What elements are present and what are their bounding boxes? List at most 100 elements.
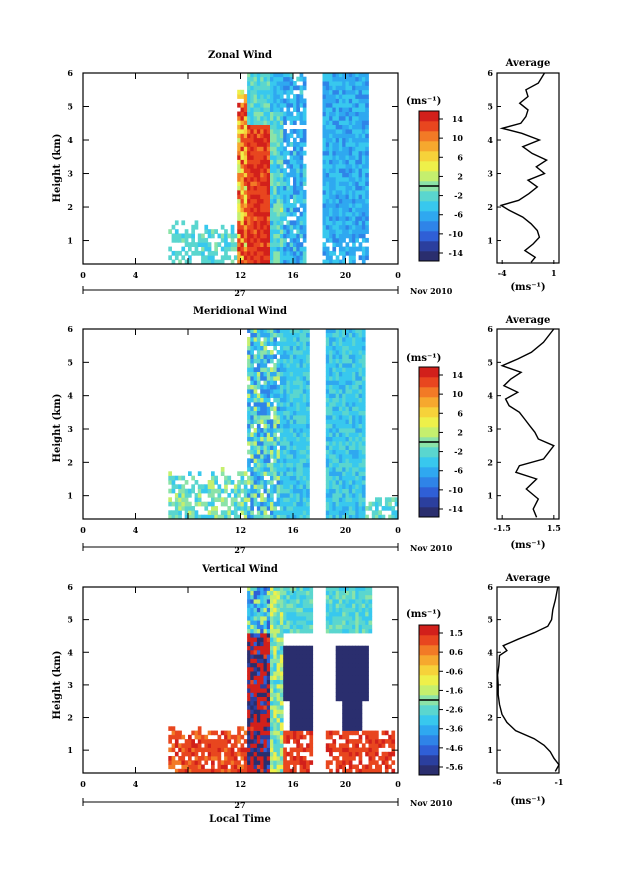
heatmap-cell — [276, 137, 281, 143]
heatmap-cell — [256, 658, 261, 664]
heatmap-cell — [247, 628, 251, 634]
heatmap-cell — [263, 255, 268, 261]
heatmap-cell — [345, 363, 350, 368]
heatmap-cell — [368, 501, 373, 507]
heatmap-cell — [227, 730, 232, 736]
heatmap-cell — [332, 341, 337, 346]
heatmap-cell — [237, 189, 241, 195]
heatmap-cell — [270, 497, 274, 502]
heatmap-cell — [355, 730, 359, 736]
heatmap-cell — [250, 671, 254, 676]
heatmap-cell — [276, 480, 281, 485]
heatmap-cell — [266, 341, 271, 346]
heatmap-cell — [332, 406, 337, 411]
heatmap-cell — [253, 713, 258, 719]
heatmap-cell — [276, 393, 281, 398]
heatmap-cell — [322, 246, 327, 252]
heatmap-cell — [306, 654, 310, 659]
heatmap-cell — [345, 380, 350, 385]
heatmap-cell — [260, 124, 264, 130]
heatmap-cell — [345, 432, 350, 437]
heatmap-cell — [240, 94, 245, 99]
heatmap-cell — [270, 337, 274, 342]
heatmap-cell — [352, 198, 356, 204]
heatmap-cell — [276, 641, 281, 647]
heatmap-cell — [358, 98, 363, 104]
heatmap-cell — [358, 734, 363, 740]
heatmap-cell — [283, 115, 287, 121]
heatmap-cell — [293, 380, 297, 385]
heatmap-cell — [250, 590, 254, 596]
heatmap-cell — [361, 484, 366, 489]
heatmap-cell — [279, 658, 284, 664]
heatmap-cell — [345, 142, 350, 147]
heatmap-cell — [348, 760, 353, 765]
heatmap-cell — [260, 650, 264, 655]
heatmap-cell — [247, 163, 251, 169]
heatmap-cell — [358, 679, 363, 685]
heatmap-cell — [250, 700, 254, 706]
heatmap-cell — [276, 384, 281, 390]
heatmap-cell — [355, 163, 359, 169]
heatmap-cell — [286, 620, 291, 625]
heatmap-cell — [286, 458, 291, 463]
heatmap-cell — [233, 255, 238, 261]
heatmap-cell — [168, 747, 172, 753]
heatmap-cell — [273, 203, 277, 208]
heatmap-cell — [188, 514, 192, 519]
heatmap-cell — [309, 713, 314, 719]
heatmap-cell — [224, 739, 228, 744]
heatmap-cell — [335, 410, 340, 416]
heatmap-cell — [286, 760, 291, 765]
heatmap-cell — [345, 445, 350, 450]
heatmap-cell — [293, 760, 297, 765]
heatmap-cell — [296, 709, 300, 714]
heatmap-cell — [299, 211, 304, 217]
heatmap-cell — [306, 484, 310, 489]
heatmap-cell — [358, 624, 363, 630]
heatmap-cell — [233, 501, 238, 507]
heatmap-cell — [270, 436, 274, 442]
heatmap-cell — [256, 163, 261, 169]
heatmap-cell — [266, 402, 271, 407]
heatmap-cell — [365, 102, 369, 108]
heatmap-cell — [296, 488, 300, 494]
heatmap-cell — [335, 501, 340, 507]
heatmap-cell — [335, 98, 340, 104]
heatmap-cell — [361, 137, 366, 143]
zonal-wind-month-label: Nov 2010 — [410, 286, 453, 296]
heatmap-cell — [273, 696, 277, 702]
heatmap-cell — [273, 246, 277, 252]
heatmap-cell — [338, 497, 343, 502]
heatmap-cell — [266, 480, 271, 485]
heatmap-cell — [240, 233, 245, 239]
heatmap-cell — [365, 688, 369, 693]
heatmap-cell — [355, 432, 359, 437]
heatmap-cell — [289, 587, 294, 591]
heatmap-cell — [299, 337, 304, 342]
heatmap-cell — [352, 155, 356, 160]
heatmap-cell — [335, 376, 340, 381]
heatmap-cell — [325, 107, 330, 112]
heatmap-cell — [247, 696, 251, 702]
heatmap-cell — [260, 341, 264, 346]
heatmap-cell — [289, 696, 294, 702]
heatmap-cell — [224, 501, 228, 507]
heatmap-cell — [266, 458, 271, 463]
heatmap-cell — [302, 756, 307, 761]
heatmap-cell — [250, 419, 254, 424]
heatmap-cell — [352, 341, 356, 346]
heatmap-cell — [178, 747, 182, 753]
heatmap-cell — [348, 611, 353, 617]
heatmap-cell — [355, 514, 359, 519]
heatmap-cell — [355, 410, 359, 416]
heatmap-cell — [325, 146, 330, 152]
heatmap-cell — [276, 462, 281, 468]
heatmap-cell — [270, 358, 274, 364]
heatmap-cell — [220, 501, 225, 507]
heatmap-cell — [332, 246, 337, 252]
heatmap-cell — [201, 484, 205, 489]
heatmap-cell — [279, 700, 284, 706]
heatmap-cell — [273, 81, 277, 86]
